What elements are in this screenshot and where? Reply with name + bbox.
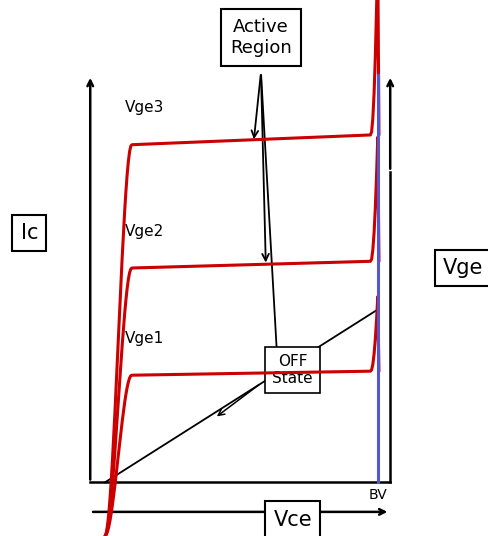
Text: BV: BV [368,488,386,502]
Text: OFF
State: OFF State [272,354,312,386]
Text: Vge2: Vge2 [124,224,163,239]
Text: Vge3: Vge3 [124,100,163,115]
Text: Active
Region: Active Region [230,18,291,57]
Text: Ic: Ic [20,223,38,243]
Text: Vce: Vce [273,510,311,530]
Text: Vge1: Vge1 [124,331,163,346]
Text: Vge: Vge [442,258,483,278]
